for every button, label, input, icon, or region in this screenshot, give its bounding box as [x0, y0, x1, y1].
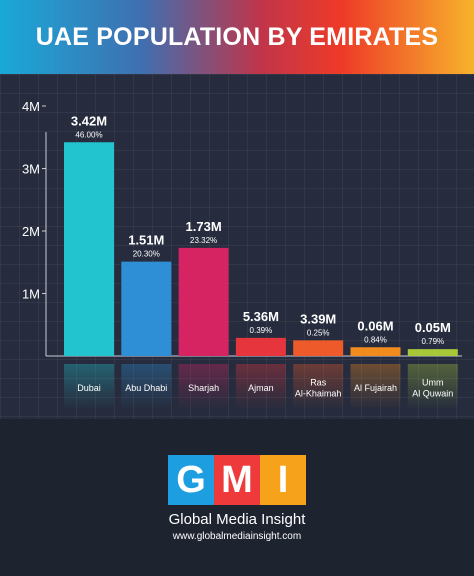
title-banner: UAE POPULATION BY EMIRATES	[0, 0, 474, 74]
category-panel	[64, 364, 114, 410]
category-label: Al Fujairah	[354, 383, 397, 393]
category-label: Abu Dhabi	[125, 383, 167, 393]
bar	[121, 261, 172, 356]
bar-percent-label: 46.00%	[75, 130, 102, 139]
bar	[235, 337, 286, 356]
bar-value-label: 1.51M	[128, 233, 164, 248]
category-label: Ajman	[248, 383, 274, 393]
page-title: UAE POPULATION BY EMIRATES	[35, 22, 439, 51]
y-tick-label: 2M	[22, 224, 40, 239]
y-tick-label: 1M	[22, 287, 40, 302]
category-panel	[407, 364, 458, 410]
category-label: Umm	[422, 378, 444, 388]
bar-percent-label: 20.30%	[133, 250, 160, 259]
category-label: Al-Khaimah	[295, 389, 342, 399]
category-label: Ras	[310, 378, 327, 388]
y-tick-label: 4M	[22, 99, 40, 114]
category-panel	[350, 364, 401, 410]
bar-percent-label: 0.79%	[421, 337, 444, 346]
brand-website: www.globalmediainsight.com	[172, 531, 302, 542]
logo-letter: G	[168, 455, 214, 505]
bar-value-label: 1.73M	[186, 219, 222, 234]
bar-percent-label: 23.32%	[190, 236, 217, 245]
category-panel	[235, 364, 286, 410]
bar	[407, 349, 458, 356]
logo-letter: I	[260, 455, 306, 505]
bar-value-label: 0.06M	[357, 318, 393, 333]
bar-percent-label: 0.25%	[307, 328, 330, 337]
y-tick-label: 3M	[22, 162, 40, 177]
bar	[350, 347, 401, 356]
bar-value-label: 0.05M	[415, 320, 451, 335]
bar-value-label: 5.36M	[243, 309, 279, 324]
logo-letter: M	[214, 455, 260, 505]
bar	[64, 142, 114, 356]
bar-value-label: 3.42M	[71, 113, 107, 128]
category-panel	[121, 364, 172, 410]
bar-chart: 1M 2M 3M 4M 3.42M 46.00% Dubai 1.51M 20.30% Abu D…	[22, 99, 462, 410]
bar	[178, 247, 229, 356]
bar-percent-label: 0.39%	[250, 326, 273, 335]
category-label: Sharjah	[188, 383, 219, 393]
bar-percent-label: 0.84%	[364, 335, 387, 344]
bar-value-label: 3.39M	[300, 311, 336, 326]
category-label: Al Quwain	[412, 389, 453, 399]
chart-area: 1M 2M 3M 4M 3.42M 46.00% Dubai 1.51M 20.30% Abu D…	[0, 74, 474, 419]
category-label: Dubai	[77, 383, 101, 393]
bar	[293, 340, 344, 356]
category-panel	[178, 364, 229, 410]
category-panel	[293, 364, 344, 410]
brand-name: Global Media Insight	[168, 511, 306, 528]
